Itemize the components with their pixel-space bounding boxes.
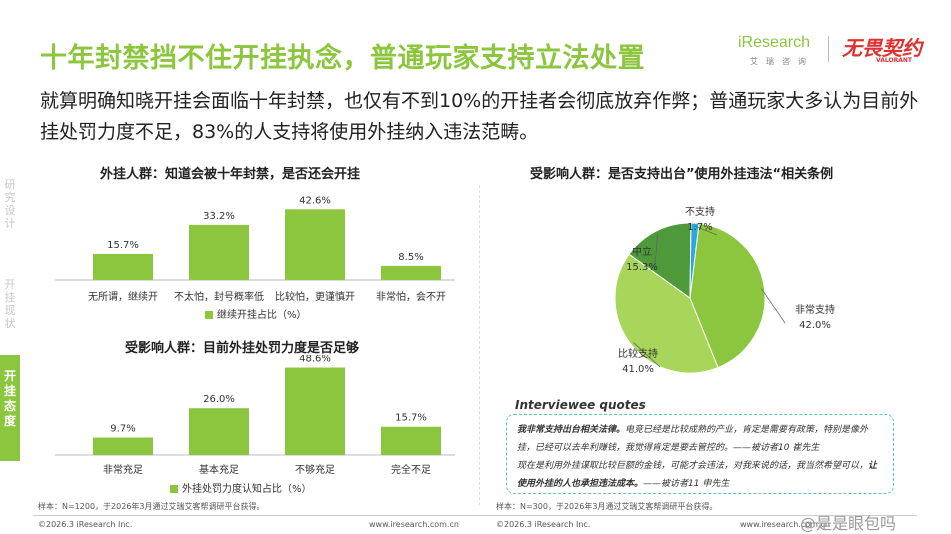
- quote2-bold: 让使用外挂的人也承担违法成本。: [517, 461, 878, 489]
- footer-divider: [33, 515, 917, 516]
- legend-swatch: [205, 311, 213, 319]
- sidebar-item-research-design[interactable]: 研究设计: [0, 178, 20, 230]
- pie-category-label: 中立: [632, 245, 652, 258]
- sidebar-item-label: 开挂态度: [3, 369, 16, 428]
- bar: [93, 437, 153, 455]
- page-subtitle: 就算明确知晓开挂会面临十年封禁，也仅有不到10%的开挂者会彻底放弃作弊；普通玩家…: [40, 90, 919, 143]
- chart3-title: 受影响人群：是否支持出台”使用外挂违法“相关条例: [530, 167, 834, 182]
- pie-leader-line: [694, 225, 718, 236]
- footer-copyright-left: ©2026.3 iResearch Inc.: [38, 520, 133, 529]
- chart1-title: 外挂人群：知道会被十年封禁，是否还会开挂: [100, 167, 361, 182]
- column-divider: [479, 185, 481, 505]
- brand-logos: iResearch 艾瑞咨询 无畏契约 VALORANT: [738, 30, 948, 70]
- pie-slice: [628, 222, 692, 299]
- pie-leader-line: [761, 288, 786, 324]
- valorant-logo-sub: VALORANT: [876, 57, 912, 64]
- category-label: 比较怕，更谨慎开: [275, 290, 355, 303]
- pie-slice: [689, 222, 766, 369]
- pie-leader-line: [633, 342, 661, 368]
- chart1-bars: 15.7% 无所谓，继续开 33.2% 不太怕，封号概率低 42.6% 比较怕，更谨慎开 8…: [55, 195, 455, 303]
- quotes-heading: Interviewee quotes: [515, 398, 646, 412]
- category-label: 不够充足: [295, 463, 335, 476]
- chart2-title: 受影响人群：目前外挂处罚力度是否足够: [125, 341, 360, 356]
- pie-slice: [689, 222, 700, 299]
- page-title: 十年封禁挡不住开挂执念，普通玩家支持立法处置: [40, 43, 645, 74]
- chart1-legend: 继续开挂占比（%）: [205, 306, 307, 321]
- bar-value-label: 42.6%: [299, 195, 331, 206]
- sidebar-item-label: 研究设计: [4, 178, 16, 230]
- quotes-box: 我非常支持出台相关法律。电竞已经是比较成熟的产业，肯定是需要有政策，特别是像外挂…: [506, 414, 894, 494]
- sample-note-right: 样本：N=300，于2026年3月通过艾瑞艾客帮调研平台获得。: [496, 502, 718, 511]
- bar: [381, 265, 441, 280]
- sample-note-left: 样本：N=1200，于2026年3月通过艾瑞艾客帮调研平台获得。: [38, 502, 265, 511]
- footer-copyright-right: ©2026.3 iResearch Inc.: [496, 520, 591, 529]
- chart2-legend-label: 外挂处罚力度认知占比（%）: [182, 484, 312, 495]
- pie-value-label: 1.7%: [687, 222, 712, 233]
- bar-value-label: 26.0%: [203, 394, 235, 405]
- pie-leader-line: [654, 233, 658, 268]
- bar-value-label: 15.7%: [395, 413, 427, 424]
- bar: [381, 426, 441, 455]
- category-label: 基本充足: [199, 463, 239, 476]
- chart2-bars: 9.7% 非常充足 26.0% 基本充足 48.6% 不够充足 15.7% 完全不足: [55, 355, 455, 476]
- bar: [285, 367, 345, 455]
- bar-value-label: 33.2%: [203, 211, 235, 222]
- pie-value-label: 41.0%: [622, 364, 654, 375]
- quote2-text-b: ——被访者11 申先生: [643, 479, 730, 489]
- category-label: 完全不足: [391, 463, 431, 476]
- pie-category-label: 比较支持: [618, 347, 658, 360]
- chart3-pie: 非常支持 42.0% 比较支持 41.0% 中立 15.3% 不支持 1.7%: [614, 205, 835, 375]
- category-label: 非常充足: [103, 463, 143, 476]
- bar: [285, 209, 345, 280]
- bar-value-label: 8.5%: [398, 252, 423, 263]
- iresearch-logo-sub: 艾瑞咨询: [750, 57, 814, 66]
- chart2-legend: 外挂处罚力度认知占比（%）: [170, 480, 312, 495]
- chart1-legend-label: 继续开挂占比（%）: [217, 310, 307, 321]
- sidebar-item-label: 开挂现状: [4, 278, 16, 330]
- sidebar-item-attitude[interactable]: 开挂态度: [0, 355, 20, 461]
- quote1-bold: 我非常支持出台相关法律。: [517, 425, 626, 435]
- valorant-logo: 无畏契约: [842, 36, 922, 60]
- category-label: 不太怕，封号概率低: [174, 290, 264, 303]
- pie-value-label: 42.0%: [799, 320, 831, 331]
- quote1-text: 电竞已经是比较成熟的产业，肯定是需要有政策，特别是像外挂，已经可以去牟利赚钱，我…: [517, 425, 869, 453]
- logo-divider: [828, 36, 829, 62]
- sidebar-item-status[interactable]: 开挂现状: [0, 278, 20, 330]
- footer-url-left: www.iresearch.com.cn: [369, 520, 459, 529]
- pie-value-label: 15.3%: [626, 262, 658, 273]
- iresearch-logo: iResearch: [738, 34, 811, 51]
- pie-category-label: 非常支持: [795, 303, 835, 316]
- bar-value-label: 15.7%: [107, 240, 139, 251]
- bar-value-label: 9.7%: [110, 424, 135, 435]
- footer-url-right: www.iresearch.com.cn: [740, 520, 830, 529]
- pie-slice: [614, 253, 719, 374]
- bar: [93, 253, 153, 280]
- category-label: 无所谓，继续开: [88, 290, 158, 303]
- pie-category-label: 不支持: [685, 205, 715, 218]
- bar: [189, 224, 249, 280]
- legend-swatch: [170, 485, 178, 493]
- category-label: 非常怕，会不开: [376, 290, 446, 303]
- bar-value-label: 48.6%: [299, 355, 331, 365]
- bar: [189, 408, 249, 455]
- quote2-text-a: 现在是利用外挂谋取比较巨额的金钱，可能才会违法，对我来说的话，我当然希望可以，: [517, 461, 869, 471]
- watermark: @是是眼包吗: [800, 514, 897, 533]
